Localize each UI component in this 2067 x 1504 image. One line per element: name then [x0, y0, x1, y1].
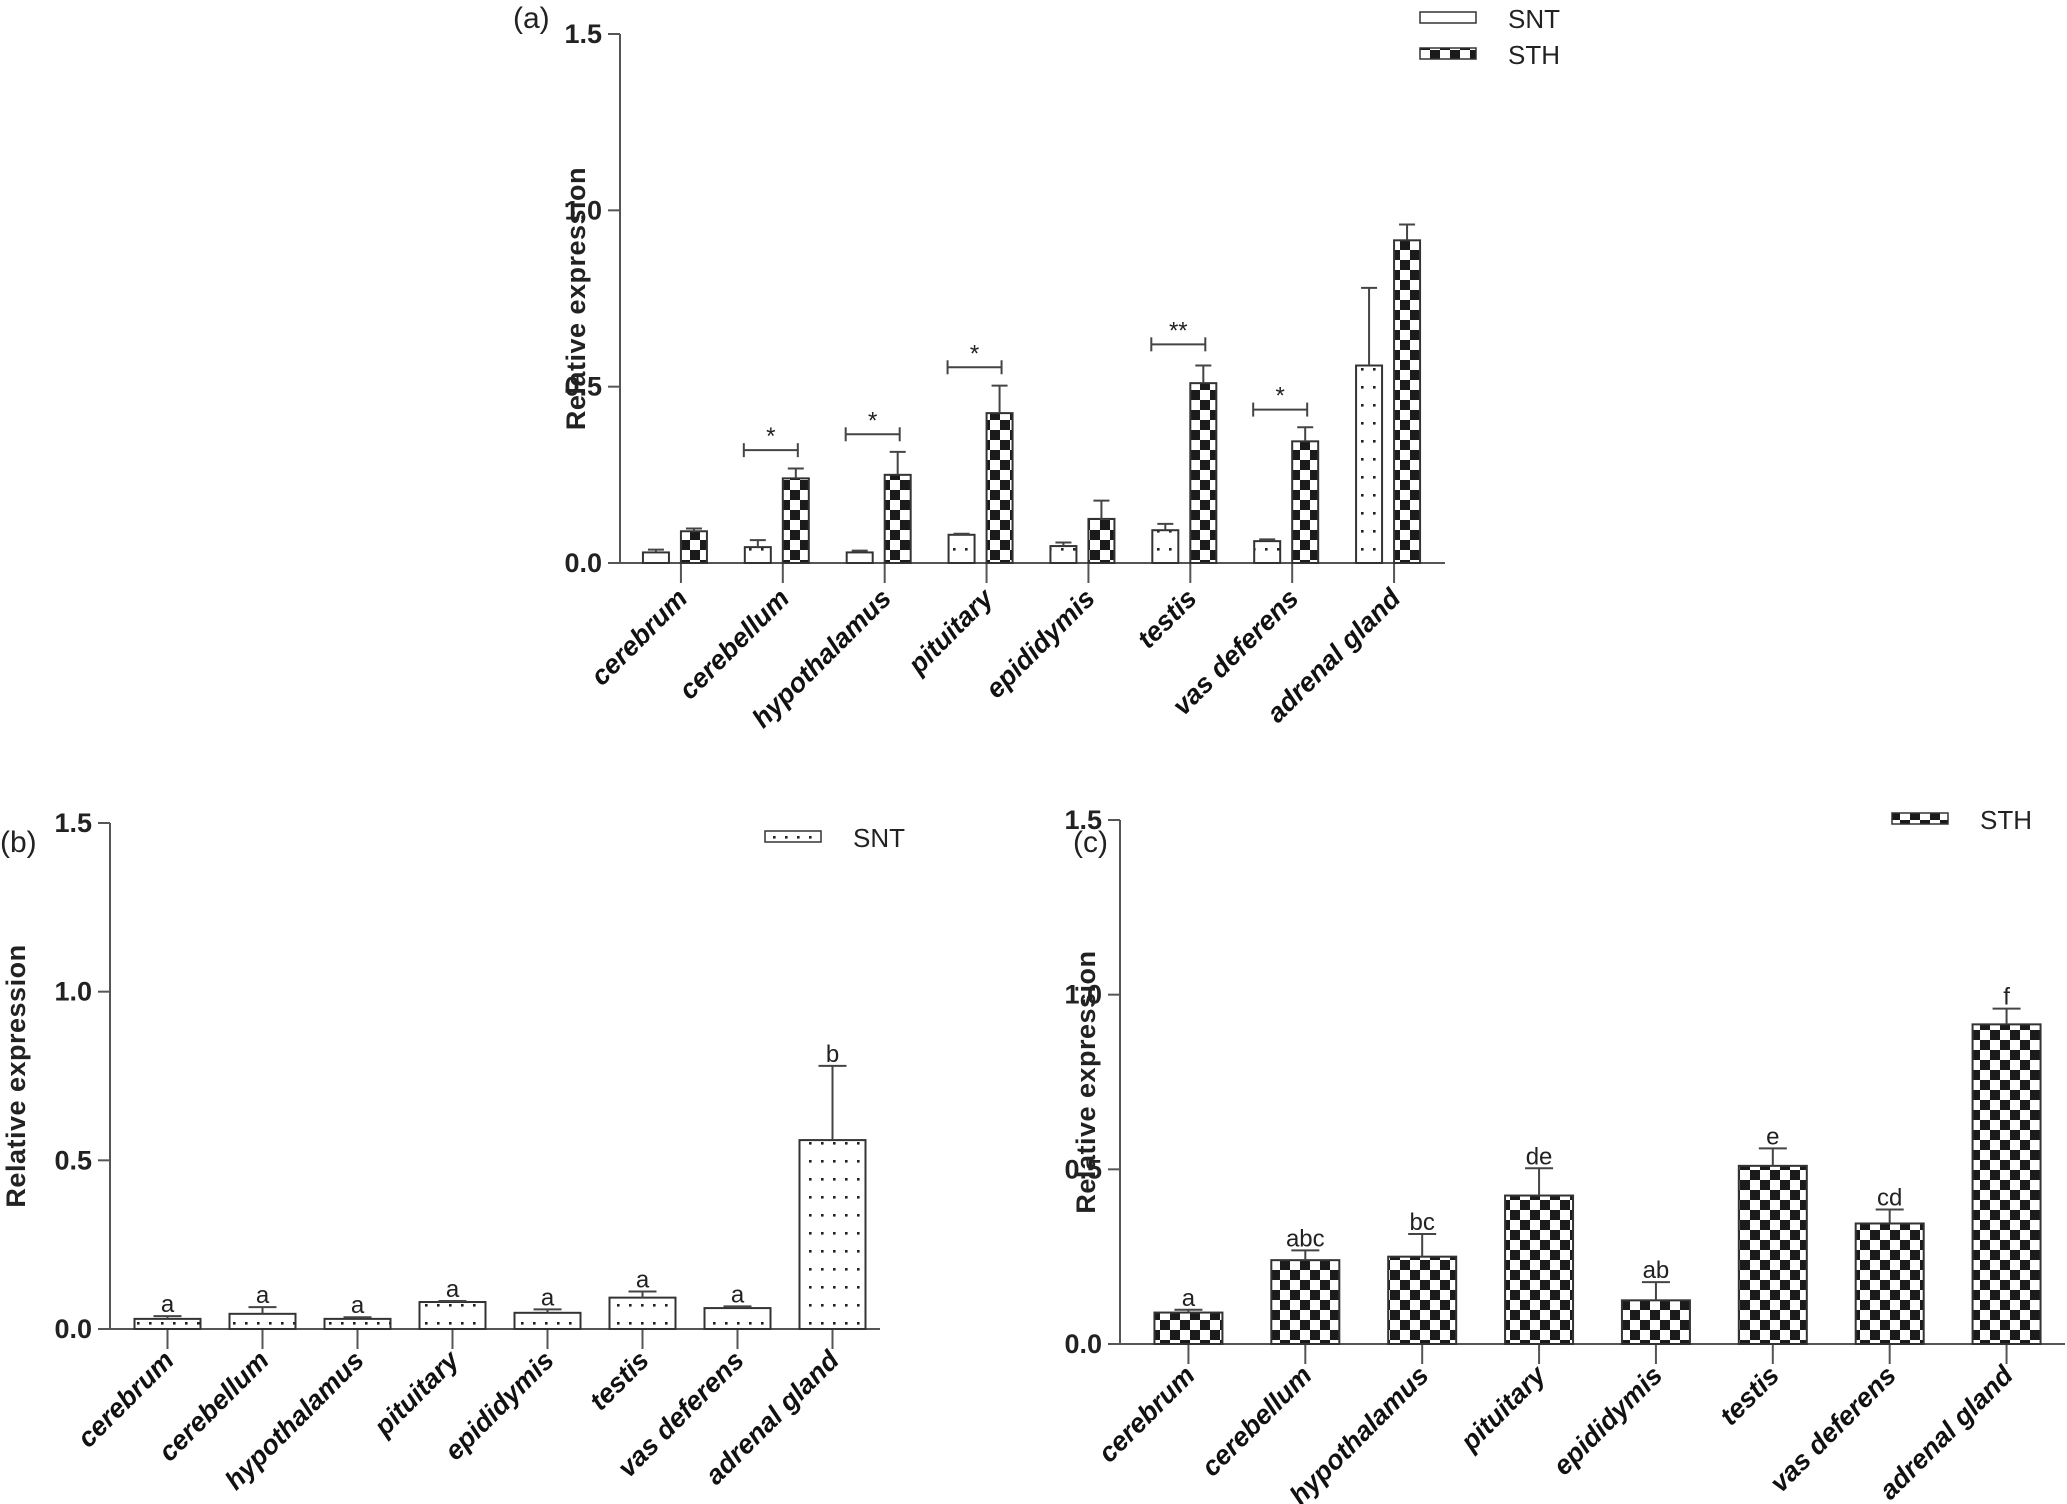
bar-snt: [947, 533, 976, 565]
y-tick-label: 1.0: [54, 977, 92, 1007]
legend-swatch-sth: [1891, 812, 1949, 825]
y-tick-label: 0.5: [564, 372, 602, 402]
y-tick-label: 0.5: [54, 1145, 92, 1175]
panel-c: (c) 0.0 0.5 1.0 1.5 Relative expression cerebr…: [1064, 805, 2065, 1504]
x-tick-label: cerebrum: [1092, 1360, 1200, 1468]
significance-mark: **: [1169, 317, 1188, 344]
y-axis-title: Relative expression: [1071, 950, 1101, 1213]
bar-snt: [418, 1301, 487, 1330]
bar-sth: [1737, 1164, 1808, 1345]
significance-letter: e: [1766, 1123, 1779, 1150]
bar-sth: [1189, 382, 1218, 565]
panel-label: (c): [1073, 826, 1108, 859]
bar-sth: [1153, 1311, 1224, 1346]
bar-sth: [1270, 1259, 1341, 1346]
bar-snt: [703, 1307, 772, 1330]
panel-label: (a): [513, 2, 550, 35]
bar-snt: [1355, 364, 1384, 564]
bar-snt: [743, 546, 772, 565]
bar-sth: [1393, 239, 1422, 564]
significance-letter: a: [1182, 1285, 1196, 1312]
legend-swatch-sth: [1419, 47, 1477, 60]
legend-label-sth: STH: [1980, 805, 2032, 835]
bar-sth: [1854, 1222, 1925, 1345]
x-tick-label: testis: [1131, 583, 1202, 654]
x-tick-label: pituitary: [1454, 1359, 1553, 1458]
significance-letter: f: [2003, 984, 2010, 1011]
legend-label-snt: SNT: [853, 823, 905, 853]
significance-letter: a: [161, 1291, 175, 1318]
x-tick-label: testis: [584, 1345, 655, 1416]
significance-mark: *: [1276, 383, 1285, 410]
x-tick-label: cerebellum: [1196, 1360, 1318, 1482]
bar-sth: [1971, 1023, 2042, 1345]
bar-sth: [1620, 1299, 1691, 1346]
y-tick-label: 1.5: [54, 808, 92, 838]
significance-letter: a: [541, 1284, 555, 1311]
legend-swatch-snt: [1419, 11, 1477, 24]
legend-swatch-snt: [764, 830, 822, 843]
bar-snt: [845, 551, 874, 564]
y-tick-label: 0.0: [1064, 1329, 1102, 1359]
significance-letter: ab: [1643, 1257, 1670, 1284]
bar-sth: [1504, 1194, 1575, 1345]
bar-snt: [323, 1317, 392, 1331]
x-tick-label: pituitary: [368, 1344, 467, 1443]
significance-letter: de: [1526, 1143, 1553, 1170]
bar-snt: [1049, 545, 1078, 565]
y-tick-label: 0.0: [54, 1314, 92, 1344]
bar-sth: [679, 530, 708, 565]
legend-label-sth: STH: [1508, 40, 1560, 70]
bar-snt: [1253, 540, 1282, 564]
bar-snt: [513, 1311, 582, 1330]
bar-snt: [133, 1317, 202, 1331]
bar-sth: [1291, 440, 1320, 564]
significance-letter: a: [731, 1281, 745, 1308]
x-tick-label: cerebrum: [585, 583, 693, 691]
panel-label: (b): [0, 826, 37, 859]
bar-sth: [781, 477, 810, 564]
bar-sth: [1387, 1255, 1458, 1345]
y-tick-label: 1.5: [564, 19, 602, 49]
y-tick-label: 0.0: [564, 548, 602, 578]
bar-snt: [228, 1312, 297, 1330]
y-tick-label: 1.0: [564, 195, 602, 225]
significance-letter: cd: [1877, 1185, 1902, 1212]
significance-letter: a: [636, 1267, 650, 1294]
bar-sth: [883, 473, 912, 565]
bar-snt: [608, 1296, 677, 1331]
bar-snt: [798, 1139, 867, 1331]
x-tick-label: pituitary: [902, 582, 1001, 681]
panel-a: (a) 0.0 0.5 1.0 1.5 Relative expression cerebr…: [513, 2, 1560, 734]
bar-sth: [1087, 517, 1116, 565]
x-tick-label: testis: [1714, 1360, 1785, 1431]
x-tick-label: epididymis: [1547, 1360, 1668, 1481]
significance-letter: bc: [1410, 1209, 1435, 1236]
bar-snt: [641, 551, 670, 564]
y-tick-label: 0.5: [1064, 1154, 1102, 1184]
y-tick-label: 1.5: [1064, 805, 1102, 835]
legend-label-snt: SNT: [1508, 4, 1560, 34]
significance-mark: *: [766, 423, 775, 450]
significance-letter: a: [351, 1292, 365, 1319]
significance-letter: b: [826, 1041, 839, 1068]
significance-letter: abc: [1286, 1225, 1325, 1252]
significance-letter: a: [256, 1282, 270, 1309]
significance-letter: a: [446, 1276, 460, 1303]
bar-sth: [985, 412, 1014, 564]
x-tick-label: epididymis: [980, 583, 1101, 704]
y-axis-title: Relative expression: [561, 167, 591, 430]
significance-mark: *: [868, 407, 877, 434]
significance-mark: *: [970, 340, 979, 367]
y-tick-label: 1.0: [1064, 980, 1102, 1010]
y-axis-title: Relative expression: [1, 944, 31, 1207]
bar-snt: [1151, 529, 1180, 565]
